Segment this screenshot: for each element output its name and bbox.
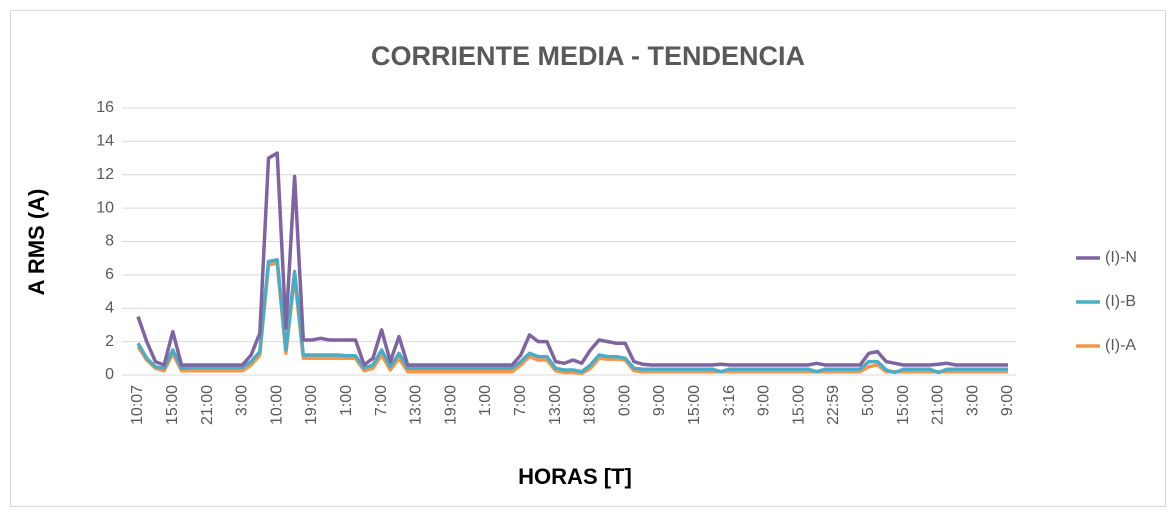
- x-tick-label: 3:00: [234, 385, 251, 416]
- chart-title: CORRIENTE MEDIA - TENDENCIA: [371, 41, 805, 71]
- x-tick-label: 13:00: [408, 385, 425, 425]
- x-tick-label: 15:00: [790, 385, 807, 425]
- x-tick-label: 15:00: [164, 385, 181, 425]
- x-tick-label: 0:00: [616, 385, 633, 416]
- x-tick-label: 18:00: [582, 385, 599, 425]
- x-tick-label: 3:16: [721, 385, 738, 416]
- x-tick-label: 9:00: [756, 385, 773, 416]
- x-tick-label: 9:00: [651, 385, 668, 416]
- legend-label: (I)-A: [1105, 337, 1136, 354]
- y-tick-label: 2: [105, 333, 114, 350]
- y-tick-label: 14: [96, 133, 114, 150]
- y-tick-label: 12: [96, 166, 114, 183]
- y-axis-label: A RMS (A): [24, 189, 49, 296]
- x-tick-label: 7:00: [512, 385, 529, 416]
- x-tick-label: 13:00: [547, 385, 564, 425]
- x-tick-label: 15:00: [895, 385, 912, 425]
- x-tick-label: 7:00: [373, 385, 390, 416]
- x-axis-label: HORAS [T]: [518, 464, 632, 489]
- series-line: [136, 151, 1008, 367]
- x-tick-label: 3:00: [964, 385, 981, 416]
- x-tick-label: 1:00: [477, 385, 494, 416]
- y-tick-label: 4: [105, 299, 114, 316]
- y-tick-label: 6: [105, 266, 114, 283]
- x-tick-label: 1:00: [338, 385, 355, 416]
- x-tick-label: 15:00: [686, 385, 703, 425]
- x-tick-label: 19:00: [303, 385, 320, 425]
- x-tick-label: 5:00: [860, 385, 877, 416]
- x-tick-label: 10:00: [268, 385, 285, 425]
- x-tick-label: 19:00: [442, 385, 459, 425]
- x-tick-label: 21:00: [199, 385, 216, 425]
- legend-label: (I)-N: [1105, 249, 1137, 266]
- x-tick-label: 9:00: [999, 385, 1016, 416]
- x-tick-label: 10:07: [129, 385, 146, 425]
- legend-label: (I)-B: [1105, 293, 1136, 310]
- x-tick-label: 21:00: [930, 385, 947, 425]
- x-tick-label: 22:59: [825, 385, 842, 425]
- chart-border: [10, 10, 1166, 507]
- y-tick-label: 8: [105, 233, 114, 250]
- y-tick-label: 10: [96, 199, 114, 216]
- series-line: [136, 258, 1008, 375]
- y-tick-label: 0: [105, 366, 114, 383]
- y-tick-label: 16: [96, 99, 114, 116]
